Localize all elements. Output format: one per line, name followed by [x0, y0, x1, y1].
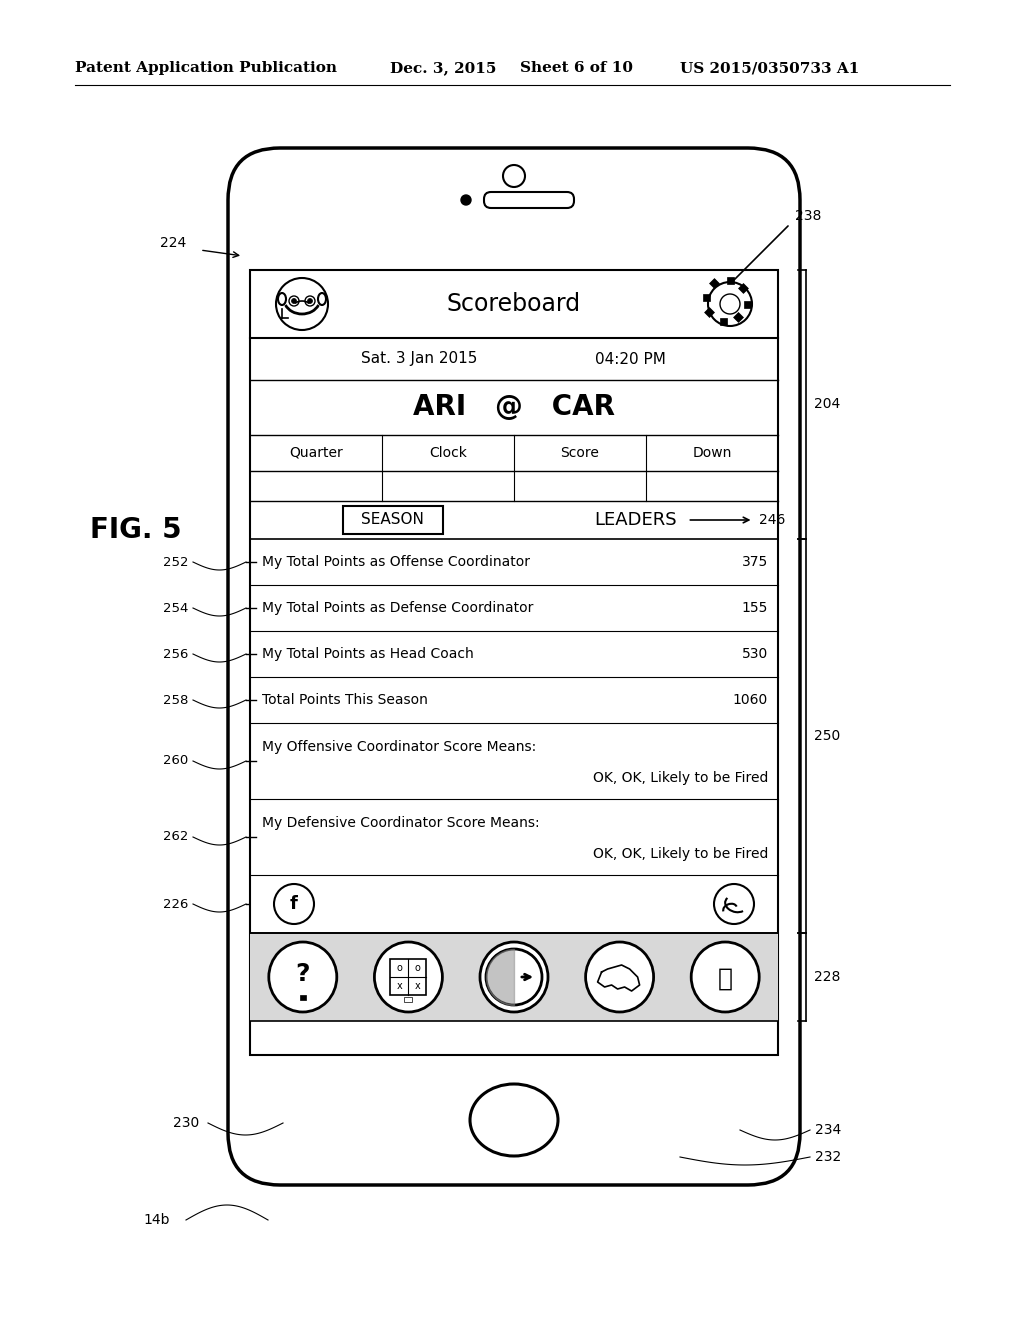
- Text: Patent Application Publication: Patent Application Publication: [75, 61, 337, 75]
- Text: 155: 155: [741, 601, 768, 615]
- Bar: [705, 308, 715, 318]
- Bar: [702, 293, 710, 301]
- Bar: [390, 960, 426, 995]
- Text: 375: 375: [741, 554, 768, 569]
- Text: ◯: ◯: [598, 957, 641, 997]
- FancyBboxPatch shape: [484, 191, 574, 209]
- Text: My Total Points as Head Coach: My Total Points as Head Coach: [262, 647, 474, 661]
- Text: 224: 224: [160, 236, 186, 249]
- Bar: [250, 933, 778, 1020]
- Circle shape: [720, 294, 740, 314]
- Text: 252: 252: [163, 556, 188, 569]
- Bar: [710, 279, 720, 289]
- Text: x: x: [415, 981, 420, 991]
- Text: Sheet 6 of 10: Sheet 6 of 10: [520, 61, 633, 75]
- Text: 234: 234: [815, 1123, 842, 1137]
- Text: 254: 254: [163, 602, 188, 615]
- Circle shape: [461, 195, 471, 205]
- Bar: [343, 506, 442, 535]
- Text: Score: Score: [560, 446, 599, 459]
- Circle shape: [486, 949, 542, 1005]
- Bar: [720, 318, 726, 325]
- Circle shape: [274, 884, 314, 924]
- Text: f: f: [290, 895, 298, 913]
- Text: US 2015/0350733 A1: US 2015/0350733 A1: [680, 61, 859, 75]
- Ellipse shape: [470, 1084, 558, 1156]
- Text: 230: 230: [173, 1115, 200, 1130]
- Text: o: o: [415, 964, 420, 973]
- Text: My Defensive Coordinator Score Means:: My Defensive Coordinator Score Means:: [262, 816, 540, 830]
- Text: SEASON: SEASON: [361, 512, 424, 528]
- Text: x: x: [396, 981, 402, 991]
- Circle shape: [307, 298, 312, 304]
- Text: 262: 262: [163, 830, 188, 843]
- Text: 🏆: 🏆: [718, 968, 733, 991]
- Text: 228: 228: [814, 970, 841, 983]
- Text: 256: 256: [163, 648, 188, 660]
- Text: ?: ?: [296, 962, 310, 986]
- Text: OK, OK, Likely to be Fired: OK, OK, Likely to be Fired: [593, 771, 768, 784]
- Ellipse shape: [268, 942, 337, 1012]
- Text: Scoreboard: Scoreboard: [446, 292, 581, 315]
- Circle shape: [289, 296, 299, 306]
- Text: OK, OK, Likely to be Fired: OK, OK, Likely to be Fired: [593, 846, 768, 861]
- Text: 246: 246: [760, 513, 785, 527]
- Text: My Total Points as Defense Coordinator: My Total Points as Defense Coordinator: [262, 601, 534, 615]
- Bar: [300, 995, 306, 1001]
- Text: Clock: Clock: [429, 446, 467, 459]
- Text: Quarter: Quarter: [289, 446, 343, 459]
- Text: 1060: 1060: [733, 693, 768, 708]
- Text: 226: 226: [163, 898, 188, 911]
- Text: 204: 204: [814, 397, 841, 412]
- Bar: [250, 271, 778, 1055]
- Text: FIG. 5: FIG. 5: [90, 516, 181, 544]
- Bar: [743, 301, 751, 308]
- Ellipse shape: [503, 165, 525, 187]
- Ellipse shape: [375, 942, 442, 1012]
- Text: My Offensive Coordinator Score Means:: My Offensive Coordinator Score Means:: [262, 741, 537, 754]
- Text: Sat. 3 Jan 2015: Sat. 3 Jan 2015: [360, 351, 477, 367]
- Text: 250: 250: [814, 729, 841, 743]
- Bar: [738, 284, 749, 293]
- Ellipse shape: [480, 942, 548, 1012]
- Bar: [404, 997, 413, 1002]
- Text: 258: 258: [163, 693, 188, 706]
- FancyBboxPatch shape: [228, 148, 800, 1185]
- Text: 04:20 PM: 04:20 PM: [595, 351, 666, 367]
- Circle shape: [292, 298, 297, 304]
- Ellipse shape: [691, 942, 759, 1012]
- Text: 238: 238: [795, 209, 821, 223]
- Text: o: o: [396, 964, 402, 973]
- Text: 530: 530: [741, 647, 768, 661]
- Text: 260: 260: [163, 755, 188, 767]
- Circle shape: [708, 282, 752, 326]
- Circle shape: [305, 296, 315, 306]
- Ellipse shape: [586, 942, 653, 1012]
- Text: LEADERS: LEADERS: [594, 511, 677, 529]
- Text: 232: 232: [815, 1150, 842, 1164]
- Circle shape: [276, 279, 328, 330]
- Bar: [733, 313, 743, 322]
- Text: Down: Down: [692, 446, 732, 459]
- Ellipse shape: [278, 293, 286, 305]
- Text: 14b: 14b: [143, 1213, 170, 1228]
- Text: Total Points This Season: Total Points This Season: [262, 693, 428, 708]
- Bar: [726, 276, 733, 284]
- Text: Dec. 3, 2015: Dec. 3, 2015: [390, 61, 497, 75]
- Circle shape: [714, 884, 754, 924]
- Ellipse shape: [318, 293, 326, 305]
- Text: My Total Points as Offense Coordinator: My Total Points as Offense Coordinator: [262, 554, 530, 569]
- Text: ARI   @   CAR: ARI @ CAR: [413, 393, 615, 421]
